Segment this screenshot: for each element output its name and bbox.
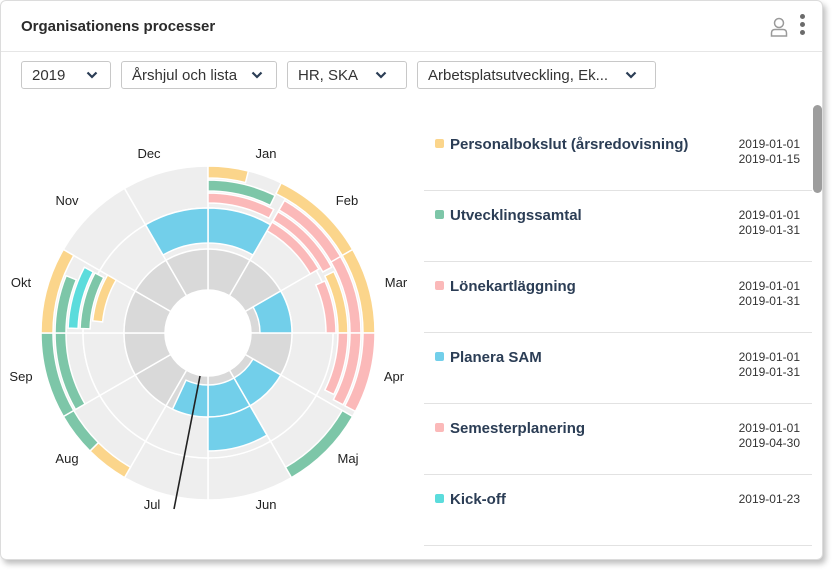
process-band[interactable] [91,273,118,323]
process-name: Semesterplanering [450,420,586,437]
kebab-menu-icon[interactable] [797,14,807,38]
color-swatch [435,210,444,219]
process-band[interactable] [332,332,362,406]
process-band[interactable] [207,179,277,207]
month-label: Jul [144,497,161,512]
today-pointer [173,375,201,510]
process-list: Personalbokslut (årsredovisning) 2019-01-… [424,121,812,559]
process-list-item[interactable]: Utvecklingssamtal 2019-01-01 2019-01-31 [424,192,812,262]
year-wheel-chart[interactable]: Jan Feb Mar Apr Maj Jun Jul Aug Sep Okt Nov Dec [1,121,421,521]
category-select[interactable]: Arbetsplatsutveckling, Ek... [417,61,656,89]
year-select-value: 2019 [32,67,66,84]
month-label: Maj [338,451,359,466]
process-band[interactable] [67,266,95,330]
process-name: Personalbokslut (årsredovisning) [450,136,689,153]
process-start-date: 2019-01-01 [738,421,800,435]
process-end-date: 2019-04-30 [738,436,800,450]
year-select[interactable]: 2019 [21,61,111,89]
unit-select-value: HR, SKA [298,67,359,84]
process-band[interactable] [207,165,250,184]
color-swatch [435,352,444,361]
process-list-item[interactable]: Kick-off 2019-01-23 [424,476,812,546]
month-label: Sep [9,369,32,384]
view-select[interactable]: Årshjul och lista [121,61,277,89]
month-label: Jun [256,497,277,512]
month-label: Okt [11,275,32,290]
scrollbar-thumb[interactable] [813,105,822,193]
process-list-item[interactable]: Personalbokslut (årsredovisning) 2019-01-… [424,121,812,191]
process-name: Planera SAM [450,349,542,366]
month-label: Aug [55,451,78,466]
process-end-date: 2019-01-31 [738,223,800,237]
color-swatch [435,423,444,432]
year-wheel[interactable]: Jan Feb Mar Apr Maj Jun Jul Aug Sep Okt Nov Dec [1,121,421,521]
process-band[interactable] [207,207,272,257]
process-start-date: 2019-01-01 [738,350,800,364]
color-swatch [435,494,444,503]
unit-select[interactable]: HR, SKA [287,61,407,89]
process-name: Lönekartläggning [450,278,576,295]
process-list-item[interactable]: Lönekartläggning 2019-01-01 2019-01-31 [424,263,812,333]
month-label: Feb [336,193,358,208]
process-start-date: 2019-01-01 [738,137,800,151]
card-title: Organisationens processer [21,18,216,35]
month-label: Jan [256,146,277,161]
process-start-date: 2019-01-01 [738,208,800,222]
month-label: Apr [384,369,405,384]
category-select-value: Arbetsplatsutveckling, Ek... [428,67,609,84]
card-header: Organisationens processer [1,1,822,52]
color-swatch [435,139,444,148]
process-list-item[interactable]: Planera SAM 2019-01-01 2019-01-31 [424,334,812,404]
process-name: Utvecklingssamtal [450,207,582,224]
month-label: Dec [137,146,161,161]
process-band[interactable] [252,289,293,334]
process-band[interactable] [207,192,275,220]
process-band[interactable] [343,332,376,413]
month-label: Mar [385,275,408,290]
process-band[interactable] [40,248,75,334]
process-band[interactable] [144,207,209,257]
process-end-date: 2019-01-31 [738,294,800,308]
chevron-down-icon [86,71,98,79]
process-name: Kick-off [450,491,506,508]
month-label: Nov [55,193,79,208]
process-band[interactable] [271,210,333,273]
process-band[interactable] [323,332,349,396]
process-band[interactable] [171,379,209,418]
wheel-center [165,290,251,376]
list-scrollbar[interactable] [813,105,822,505]
chevron-down-icon [625,71,637,79]
process-band[interactable] [314,279,337,334]
process-band[interactable] [284,409,354,479]
process-start-date: 2019-01-23 [738,492,800,506]
process-band[interactable] [54,274,78,334]
process-list-item[interactable]: Semesterplanering 2019-01-01 2019-04-30 [424,405,812,475]
process-band[interactable] [265,221,320,276]
process-end-date: 2019-01-31 [738,365,800,379]
chevron-down-icon [251,71,263,79]
process-band[interactable] [79,271,105,330]
chevron-down-icon [375,71,387,79]
process-band[interactable] [207,404,269,452]
process-start-date: 2019-01-01 [738,279,800,293]
user-icon[interactable] [770,17,788,37]
view-select-value: Årshjul och lista [132,67,238,84]
processes-card: Organisationens processer 2019 Årshjul o… [0,0,823,560]
color-swatch [435,281,444,290]
process-end-date: 2019-01-15 [738,152,800,166]
